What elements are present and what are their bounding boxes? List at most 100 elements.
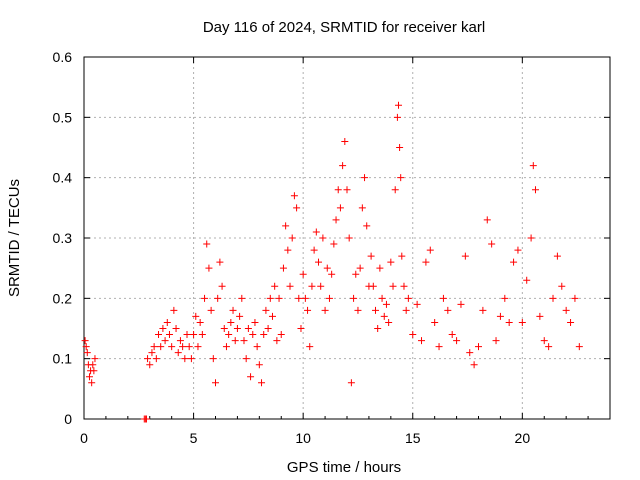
data-point [374, 325, 382, 332]
data-point [290, 192, 298, 200]
data-point [286, 282, 294, 290]
data-point [240, 337, 248, 345]
data-point [253, 343, 261, 351]
y-axis-ticks: 0 0.1 0.2 0.3 0.4 0.5 0.6 [53, 49, 610, 427]
data-point [176, 337, 184, 345]
data-point [523, 276, 531, 284]
data-point [205, 264, 213, 272]
data-point [279, 264, 287, 272]
data-point [231, 337, 239, 345]
data-point [376, 264, 384, 272]
data-point [273, 337, 281, 345]
data-point [288, 234, 296, 242]
data-point [395, 101, 403, 109]
data-point [527, 234, 535, 242]
data-point [157, 343, 165, 351]
data-point [540, 337, 548, 345]
data-point [91, 355, 99, 363]
data-point [187, 355, 195, 363]
y-tick-label: 0.6 [53, 49, 73, 65]
data-point [325, 294, 333, 302]
data-point [172, 325, 180, 332]
data-point [453, 337, 461, 345]
x-tick-label: 5 [190, 430, 198, 446]
y-axis-label: SRMTID / TECUs [6, 179, 23, 297]
data-point [315, 258, 323, 266]
data-point [402, 306, 410, 314]
data-point [352, 270, 360, 278]
data-point [400, 282, 408, 290]
data-point [536, 312, 544, 320]
data-point [483, 216, 491, 224]
data-point [198, 331, 206, 339]
data-point [183, 331, 191, 339]
data-point [387, 258, 395, 266]
data-point [310, 246, 318, 254]
data-point [225, 331, 233, 339]
data-point [385, 318, 393, 326]
data-point [457, 300, 465, 308]
y-tick-label: 0.4 [53, 170, 73, 186]
data-point [501, 294, 509, 302]
data-point [444, 306, 452, 314]
y-tick-label: 0.3 [53, 230, 73, 246]
x-tick-label: 0 [80, 430, 88, 446]
data-point [396, 144, 404, 151]
data-point [203, 240, 211, 248]
data-point [201, 294, 209, 302]
x-tick-label: 20 [515, 430, 531, 446]
data-point [275, 294, 283, 302]
data-point [251, 318, 259, 326]
data-point [165, 331, 173, 339]
data-point [435, 343, 443, 351]
data-point [510, 258, 518, 266]
data-point [81, 337, 89, 345]
data-point [268, 312, 276, 320]
data-point [142, 415, 150, 423]
y-tick-label: 0.2 [53, 290, 73, 306]
data-point [295, 294, 303, 302]
data-point [514, 246, 522, 254]
data-point [439, 294, 447, 302]
data-point [567, 318, 575, 326]
data-point [258, 379, 266, 387]
data-point [350, 294, 358, 302]
data-point [343, 186, 351, 194]
y-tick-label: 0.1 [53, 351, 73, 367]
data-point [341, 137, 349, 145]
data-point [332, 216, 340, 224]
data-point [85, 373, 93, 381]
data-point [220, 325, 228, 332]
data-point [339, 162, 347, 170]
data-point [380, 312, 388, 320]
data-point [181, 355, 189, 363]
data-point [488, 240, 496, 248]
data-point [398, 252, 406, 260]
data-point [426, 246, 434, 254]
data-point [549, 294, 557, 302]
data-point [89, 361, 97, 369]
data-point [571, 294, 579, 302]
data-point [144, 355, 152, 363]
data-point [236, 312, 244, 320]
data-point [363, 222, 371, 230]
data-point [216, 258, 224, 266]
y-tick-label: 0 [64, 411, 72, 427]
data-point [492, 337, 500, 345]
data-point [214, 294, 222, 302]
x-tick-label: 15 [405, 430, 421, 446]
data-point [382, 300, 390, 308]
data-point [293, 204, 301, 212]
data-point [170, 306, 178, 314]
data-point [336, 204, 344, 212]
data-point [271, 282, 279, 290]
data-point [317, 282, 325, 290]
data-point [242, 355, 250, 363]
data-point [83, 349, 91, 357]
data-point [391, 186, 399, 194]
data-point [284, 246, 292, 254]
data-point [161, 337, 169, 345]
data-point [297, 325, 305, 332]
x-tick-label: 10 [295, 430, 311, 446]
